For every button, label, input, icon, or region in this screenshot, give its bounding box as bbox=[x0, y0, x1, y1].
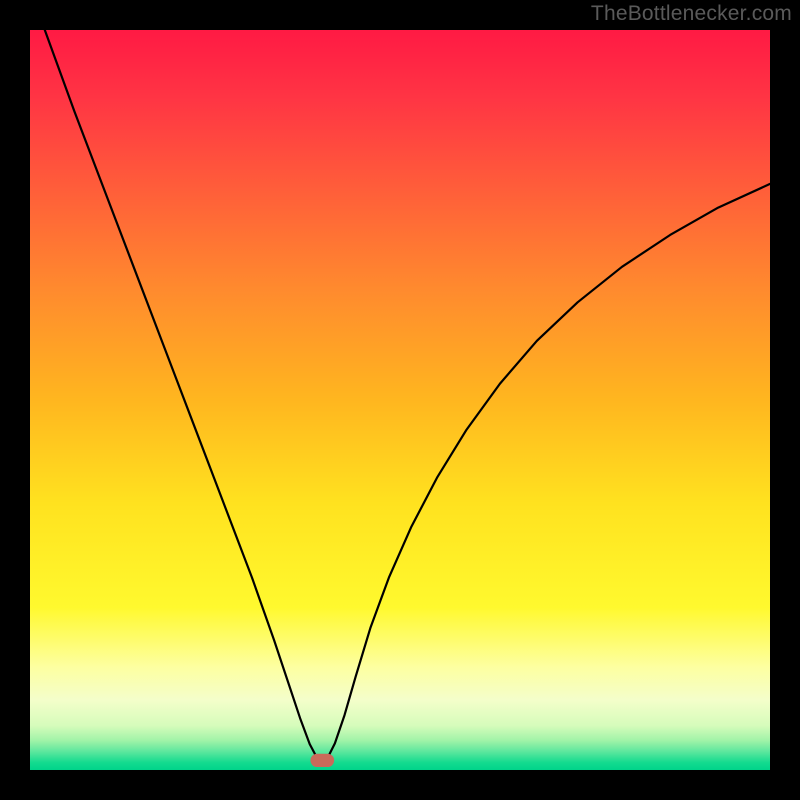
watermark-text: TheBottlenecker.com bbox=[591, 2, 792, 26]
plot-background bbox=[30, 30, 770, 770]
optimal-point-marker bbox=[310, 754, 334, 767]
bottleneck-chart bbox=[0, 0, 800, 800]
